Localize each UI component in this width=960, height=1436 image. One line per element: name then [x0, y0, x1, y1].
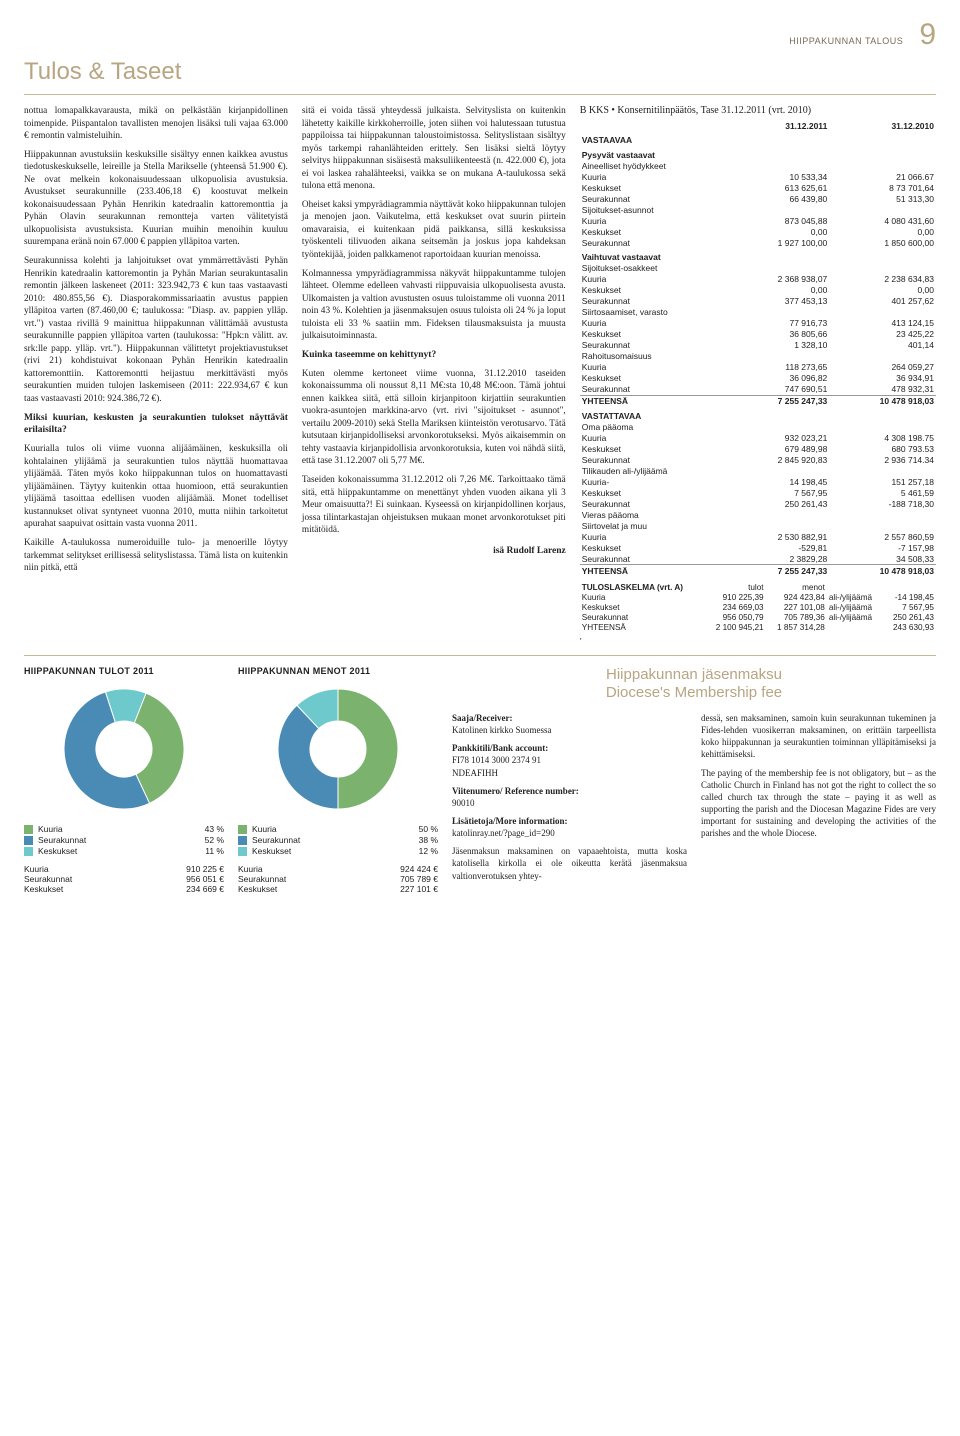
subheading: Miksi kuurian, keskusten ja seurakuntien… [24, 412, 288, 438]
balance-sheet-table: 31.12.201131.12.2010 VASTAAVAA Pysyvät v… [580, 120, 936, 576]
legend-swatch [238, 825, 247, 834]
divider [24, 94, 936, 95]
paragraph: Hiippakunnan avustuksiin keskuksille sis… [24, 149, 288, 249]
legend-percent: 11 % [188, 846, 224, 856]
chart-values-table: Kuuria910 225 €Seurakunnat956 051 €Kesku… [24, 864, 224, 894]
legend-percent: 12 % [402, 846, 438, 856]
chart-legend: Kuuria50 %Seurakunnat38 %Keskukset12 % [238, 824, 438, 856]
membership-fee-block: Hiippakunnan jäsenmaksu Diocese's Member… [452, 666, 936, 894]
fee-label-more-info: Lisätietoja/More information: [452, 816, 568, 826]
page-number: 9 [919, 18, 936, 51]
legend-percent: 43 % [188, 824, 224, 834]
legend-percent: 38 % [402, 835, 438, 845]
legend-item: Kuuria50 % [238, 824, 438, 834]
page-title: Tulos & Taseet [24, 58, 936, 86]
paragraph: nottua lomapalkkavarausta, mikä on pelkä… [24, 105, 288, 143]
fee-label-account: Pankkitili/Bank account: [452, 743, 548, 753]
legend-item: Keskukset12 % [238, 846, 438, 856]
fee-paragraph: The paying of the membership fee is not … [701, 767, 936, 840]
divider [24, 655, 936, 656]
legend-label: Kuuria [252, 824, 402, 834]
legend-swatch [238, 836, 247, 845]
expense-chart-block: HIIPPAKUNNAN MENOT 2011 Kuuria50 %Seurak… [238, 666, 438, 894]
signature: isä Rudolf Larenz [302, 545, 566, 558]
paragraph: Seurakunnissa kolehti ja lahjoitukset ov… [24, 255, 288, 406]
paragraph: Kolmannessa ympyrädiagrammissa näkyvät h… [302, 268, 566, 343]
fee-value-iban: FI78 1014 3000 2374 91 [452, 755, 541, 765]
subheading: Kuinka taseemme on kehittynyt? [302, 349, 566, 362]
donut-chart-expense [273, 684, 403, 814]
paragraph: Taseiden kokonaissumma 31.12.2012 oli 7,… [302, 474, 566, 537]
paragraph: Kuten olemme kertoneet viime vuonna, 31.… [302, 368, 566, 468]
fee-paragraph: Jäsenmaksun maksaminen on vapaaehtoista,… [452, 845, 687, 881]
legend-swatch [24, 825, 33, 834]
legend-swatch [238, 847, 247, 856]
legend-label: Keskukset [38, 846, 188, 856]
table-title: B KKS • Konsernitilinpäätös, Tase 31.12.… [580, 105, 936, 116]
body-column-1: nottua lomapalkkavarausta, mikä on pelkä… [24, 105, 288, 641]
legend-swatch [24, 836, 33, 845]
fee-title: Hiippakunnan jäsenmaksu Diocese's Member… [452, 666, 936, 702]
value-row: Kuuria924 424 € [238, 864, 438, 874]
legend-item: Seurakunnat38 % [238, 835, 438, 845]
legend-percent: 52 % [188, 835, 224, 845]
legend-item: Kuuria43 % [24, 824, 224, 834]
legend-label: Keskukset [252, 846, 402, 856]
legend-item: Seurakunnat52 % [24, 835, 224, 845]
paragraph: sitä ei voida tässä yhteydessä julkaista… [302, 105, 566, 193]
chart-legend: Kuuria43 %Seurakunnat52 %Keskukset11 % [24, 824, 224, 856]
fee-value-receiver: Katolinen kirkko Suomessa [452, 725, 552, 735]
legend-label: Seurakunnat [38, 835, 188, 845]
financial-table-column: B KKS • Konsernitilinpäätös, Tase 31.12.… [580, 105, 936, 641]
legend-label: Kuuria [38, 824, 188, 834]
fee-paragraph: dessä, sen maksaminen, samoin kuin seura… [701, 712, 936, 761]
fee-label-receiver: Saaja/Receiver: [452, 713, 512, 723]
legend-percent: 50 % [402, 824, 438, 834]
income-statement-table: TULOSLASKELMA (vrt. A)tulotmenot Kuuria9… [580, 582, 936, 632]
legend-item: Keskukset11 % [24, 846, 224, 856]
paragraph: Kaikille A-taulukossa numeroiduille tulo… [24, 537, 288, 575]
fee-value-reference: 90010 [452, 798, 475, 808]
paragraph: Kuurialla tulos oli viime vuonna alijääm… [24, 443, 288, 531]
chart-title: HIIPPAKUNNAN TULOT 2011 [24, 666, 224, 676]
chart-values-table: Kuuria924 424 €Seurakunnat705 789 €Kesku… [238, 864, 438, 894]
value-row: Kuuria910 225 € [24, 864, 224, 874]
value-row: Seurakunnat705 789 € [238, 874, 438, 884]
income-chart-block: HIIPPAKUNNAN TULOT 2011 Kuuria43 %Seurak… [24, 666, 224, 894]
paragraph: Oheiset kaksi ympyrädiagrammia näyttävät… [302, 199, 566, 262]
legend-label: Seurakunnat [252, 835, 402, 845]
fee-value-bic: NDEAFIHH [452, 768, 498, 778]
chart-title: HIIPPAKUNNAN MENOT 2011 [238, 666, 438, 676]
donut-chart-income [59, 684, 189, 814]
value-row: Seurakunnat956 051 € [24, 874, 224, 884]
fee-value-url: katolinray.net/?page_id=290 [452, 828, 555, 838]
body-column-2: sitä ei voida tässä yhteydessä julkaista… [302, 105, 566, 641]
legend-swatch [24, 847, 33, 856]
section-label: HIIPPAKUNNAN TALOUS [789, 36, 903, 46]
fee-label-reference: Viitenumero/ Reference number: [452, 786, 579, 796]
value-row: Keskukset234 669 € [24, 884, 224, 894]
value-row: Keskukset227 101 € [238, 884, 438, 894]
